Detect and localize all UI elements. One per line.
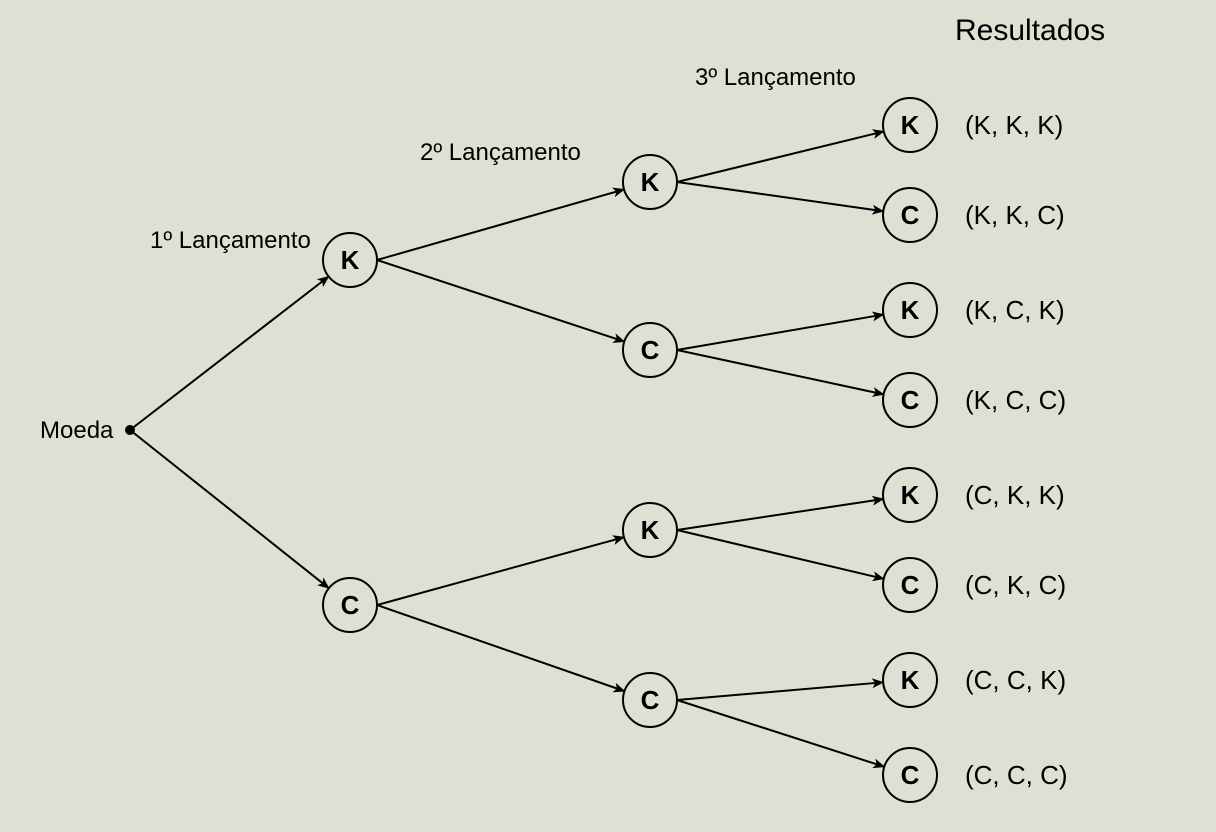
root-label: Moeda	[40, 417, 114, 444]
tree-node-label: K	[641, 167, 660, 197]
probability-tree-diagram: K C K C K C K C K C K C K C Moeda (K, K, K) (K, K, C) (K…	[0, 0, 1216, 832]
result-label: (C, C, C)	[965, 760, 1068, 790]
result-label: (C, C, K)	[965, 665, 1066, 695]
tree-edge	[677, 350, 884, 394]
result-label: (K, C, C)	[965, 385, 1066, 415]
tree-edge	[677, 182, 883, 211]
tree-edge	[377, 189, 624, 260]
result-label: (K, K, C)	[965, 200, 1065, 230]
header-results: Resultados	[955, 14, 1105, 47]
tree-node-label: K	[341, 245, 360, 275]
result-label: (K, C, K)	[965, 295, 1065, 325]
result-label: (C, K, C)	[965, 570, 1066, 600]
root-dot	[125, 425, 135, 435]
tree-edge	[677, 700, 884, 767]
tree-edge	[677, 315, 883, 350]
header-level2: 2º Lançamento	[420, 139, 581, 166]
result-label: (K, K, K)	[965, 110, 1063, 140]
tree-node-label: K	[901, 110, 920, 140]
tree-edge	[377, 605, 624, 691]
tree-node-label: C	[641, 685, 660, 715]
header-level1: 1º Lançamento	[150, 227, 311, 254]
tree-node-label: K	[901, 665, 920, 695]
tree-edge	[377, 260, 624, 342]
tree-node-label: C	[341, 590, 360, 620]
tree-edge	[677, 682, 883, 700]
tree-edge	[130, 277, 329, 430]
tree-edge	[130, 430, 329, 588]
tree-edge	[377, 537, 624, 605]
tree-edge	[677, 530, 884, 579]
tree-node-label: C	[901, 570, 920, 600]
tree-node-label: C	[901, 200, 920, 230]
tree-edge	[677, 131, 884, 182]
result-label: (C, K, K)	[965, 480, 1065, 510]
tree-edge	[677, 499, 883, 530]
tree-node-label: K	[901, 295, 920, 325]
tree-node-label: C	[901, 385, 920, 415]
tree-node-label: C	[641, 335, 660, 365]
nodes-layer: K C K C K C K C K C K C K C	[125, 98, 937, 802]
tree-node-label: K	[901, 480, 920, 510]
header-level3: 3º Lançamento	[695, 64, 856, 91]
tree-node-label: C	[901, 760, 920, 790]
tree-node-label: K	[641, 515, 660, 545]
